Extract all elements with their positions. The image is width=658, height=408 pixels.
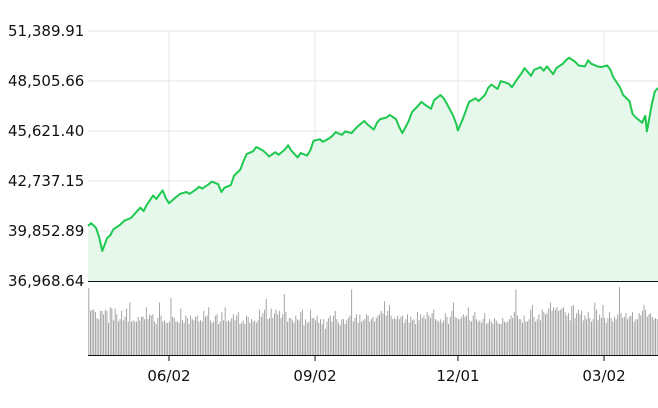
y-tick-label: 48,505.66 (8, 72, 84, 90)
x-tick-label: 09/02 (293, 367, 336, 385)
x-tick-label: 03/02 (582, 367, 625, 385)
y-tick-labels: 51,389.91 48,505.66 45,621.40 42,737.15 39,8… (8, 22, 84, 290)
y-tick-label: 45,621.40 (8, 122, 84, 140)
y-tick-label: 51,389.91 (8, 22, 84, 40)
x-tick-label: 06/02 (147, 367, 190, 385)
price-area-fill (88, 57, 658, 282)
price-line (87, 56, 658, 252)
volume-bars (88, 287, 658, 355)
y-tick-label: 42,737.15 (8, 172, 84, 190)
y-tick-label: 39,852.89 (8, 222, 84, 240)
y-tick-label: 36,968.64 (8, 272, 84, 290)
x-tick-label: 12/01 (436, 367, 479, 385)
x-tick-labels: 06/02 09/02 12/01 03/02 (147, 355, 626, 385)
